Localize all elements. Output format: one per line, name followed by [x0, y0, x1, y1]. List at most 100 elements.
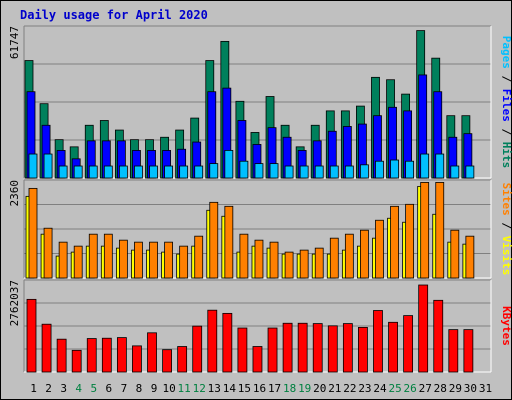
kbytes-bar [132, 345, 142, 373]
kbytes-bar [192, 325, 203, 373]
pages-bar [88, 165, 98, 179]
x-tick-label: 22 [343, 382, 356, 395]
pages-bar [194, 165, 204, 179]
x-tick-label: 4 [75, 382, 82, 395]
sites-bar [329, 237, 339, 279]
kbytes-bar [71, 349, 82, 373]
x-tick-label: 20 [313, 382, 326, 395]
pages-bar [224, 150, 234, 179]
kbytes-legend-part-kbytes: KBytes [500, 306, 512, 346]
x-tick-label: 8 [136, 382, 143, 395]
sites-visits-legend-part-sites: Sites [500, 183, 512, 216]
x-tick-label: 23 [358, 382, 371, 395]
sites-bar [239, 233, 249, 279]
pages-bar [435, 153, 445, 179]
sites-bar [28, 187, 38, 279]
kbytes-bar [403, 315, 414, 373]
x-tick-label: 14 [223, 382, 237, 395]
pages-bar [344, 165, 354, 179]
sites-bar [118, 239, 128, 279]
pages-bar [209, 163, 219, 179]
kbytes-legend: KBytes [500, 306, 512, 346]
kbytes-bar [312, 323, 323, 373]
x-tick-label: 3 [60, 382, 67, 395]
pages-bar [299, 165, 309, 179]
kbytes-bar [463, 329, 474, 373]
x-tick-label: 15 [238, 382, 251, 395]
pages-bar [103, 165, 113, 179]
pages-bar [239, 160, 249, 179]
x-tick-label: 5 [90, 382, 97, 395]
sites-bar [269, 241, 279, 279]
sites-bar [88, 233, 98, 279]
x-tick-label: 13 [208, 382, 221, 395]
sites-bar [344, 233, 354, 279]
sites-bar [284, 251, 294, 279]
sites-bar [435, 182, 445, 279]
x-tick-label: 17 [268, 382, 281, 395]
sites-bar [299, 249, 309, 279]
sites-bar [465, 235, 475, 279]
sites-bar [43, 227, 53, 279]
pages-bar [269, 163, 279, 179]
kbytes-bar [267, 327, 278, 373]
sites-bar [149, 241, 158, 279]
kbytes-bar [297, 322, 308, 373]
kbytes-bar [252, 346, 263, 373]
pages-bar [179, 165, 189, 179]
pages-bar [420, 153, 430, 179]
sites-bar [224, 205, 234, 279]
x-tick-label: 30 [464, 382, 477, 395]
pages-bar [405, 160, 415, 179]
kbytes-bar [41, 323, 52, 373]
pages-bar [329, 165, 339, 179]
kbytes-bar [342, 323, 353, 373]
x-tick-label: 18 [283, 382, 296, 395]
hits-ymax-label: 61747 [8, 26, 21, 59]
x-tick-label: 25 [388, 382, 401, 395]
sites-bar [58, 241, 68, 279]
sites-bar [164, 241, 173, 279]
kbytes-bar [162, 349, 172, 373]
sites-bar [134, 241, 143, 279]
kbytes-bar [282, 322, 293, 373]
x-tick-label: 29 [449, 382, 462, 395]
sites-bar [314, 247, 324, 279]
kbytes-bar [433, 299, 444, 373]
kbytes-bar [237, 327, 248, 373]
sites-visits-legend: Sites / Visits [500, 183, 512, 276]
x-tick-label: 9 [151, 382, 158, 395]
hits-files-pages-legend-part-files: Files [500, 89, 512, 122]
pages-bar [360, 164, 369, 179]
sites-bar [360, 229, 369, 279]
sites-visits-legend-part-visits: Visits [500, 236, 512, 276]
kbytes-bar [373, 310, 383, 373]
kbytes-bar [358, 326, 368, 373]
x-tick-label: 28 [434, 382, 447, 395]
pages-bar [58, 165, 68, 179]
kbytes-bar [327, 325, 338, 373]
hits-files-pages-legend-separator: / [500, 122, 512, 142]
pages-bar [134, 165, 143, 179]
sites-bar [179, 245, 189, 279]
sites-bar [73, 245, 83, 279]
visits-ymax-label: 2360 [8, 180, 21, 207]
kbytes-bar [26, 298, 37, 373]
pages-bar [314, 165, 324, 179]
kbytes-bar [116, 337, 127, 373]
kbytes-bar [56, 338, 67, 373]
x-tick-label: 1 [30, 382, 37, 395]
pages-bar [164, 165, 173, 179]
x-tick-label: 12 [193, 382, 206, 395]
chart-title: Daily usage for April 2020 [20, 8, 208, 22]
x-tick-label: 2 [45, 382, 52, 395]
kbytes-bar [207, 309, 218, 373]
hits-files-pages-legend-part-pages: Pages [500, 36, 512, 69]
pages-bar [28, 153, 38, 179]
sites-bar [194, 235, 204, 279]
x-tick-label: 10 [162, 382, 175, 395]
sites-bar [405, 203, 415, 279]
pages-bar [284, 165, 294, 179]
kbytes-bar [222, 312, 233, 373]
pages-bar [149, 165, 158, 179]
